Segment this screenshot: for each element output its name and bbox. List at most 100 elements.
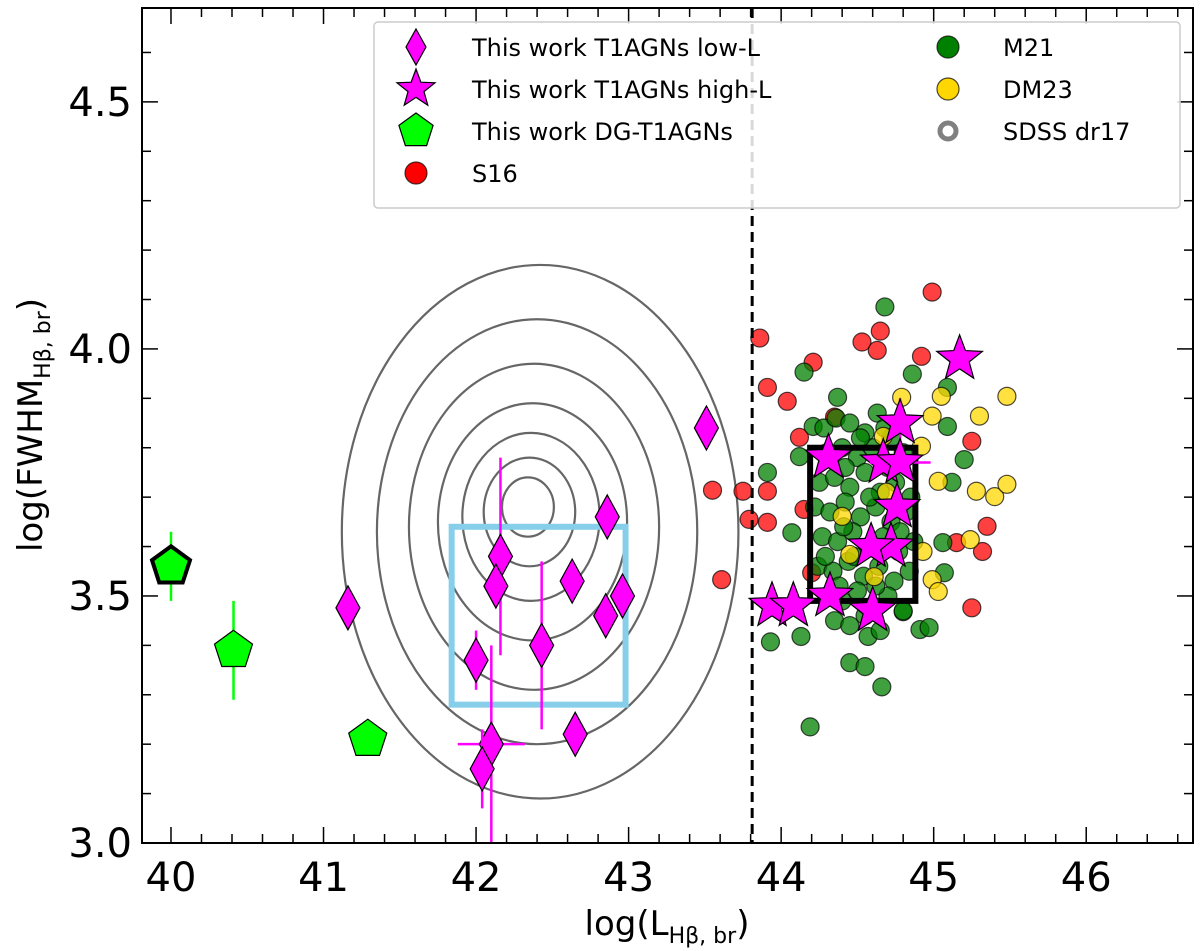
sdss-contour-line — [500, 476, 555, 538]
legend-box — [373, 21, 1181, 209]
sdss-contour-line — [482, 456, 577, 568]
legend-label: This work T1AGNs high-L — [471, 76, 772, 104]
s16-point — [922, 282, 942, 302]
dm23-point — [864, 567, 884, 587]
x-tick-label: 42 — [451, 855, 502, 901]
dm23-point — [969, 406, 990, 426]
dm23-point — [922, 406, 942, 426]
legend-label: M21 — [1003, 34, 1054, 62]
m21-point — [760, 632, 781, 652]
high-l-star-point — [875, 397, 925, 444]
m21-point — [860, 487, 880, 507]
low-l-diamond-point — [463, 636, 489, 684]
x-tick-label: 44 — [756, 855, 807, 901]
high-l-star-point — [805, 570, 855, 617]
s16-point — [712, 570, 732, 590]
low-l-region-box — [448, 523, 629, 708]
legend-marker-ring — [937, 120, 959, 142]
s16-point — [757, 377, 778, 398]
sdss-contour-line — [407, 362, 661, 691]
legend-marker-circle — [936, 35, 960, 59]
s16-point — [757, 481, 778, 501]
m21-point — [782, 523, 802, 543]
m21-point — [827, 387, 848, 407]
m21-point — [800, 717, 820, 737]
low-l-diamond-point — [562, 711, 588, 758]
x-tick-label: 46 — [1061, 855, 1112, 901]
x-tick-label: 41 — [298, 855, 349, 901]
low-l-diamond-point — [593, 592, 619, 639]
s16-point — [750, 328, 770, 348]
s16-point — [870, 321, 890, 341]
high-l-star-point — [768, 580, 818, 627]
x-axis-label: log(LHβ, br) — [585, 904, 750, 949]
dm23-point — [985, 487, 1005, 507]
s16-point — [757, 512, 778, 532]
x-tick-labels: 40 41 42 43 44 45 46 — [146, 855, 1112, 901]
legend-marker-pentagon — [398, 112, 434, 147]
dm23-point — [928, 581, 948, 602]
legend-label: S16 — [472, 160, 518, 188]
legend-label: DM23 — [1003, 76, 1073, 104]
dm23-point — [997, 474, 1017, 494]
m21-point — [794, 362, 814, 382]
low-l-diamond-point — [469, 745, 495, 793]
m21-point — [919, 617, 939, 638]
s16-point — [852, 332, 872, 352]
dm23-point — [840, 544, 860, 565]
axis-ticks — [142, 8, 1193, 844]
dg-pentagon-point — [149, 543, 193, 585]
m21-point — [791, 626, 811, 647]
m21-point — [815, 546, 835, 567]
plot-marks — [149, 8, 1017, 843]
sdss-contour-line — [340, 263, 740, 800]
s16-point — [962, 431, 982, 451]
dm23-point — [832, 506, 852, 527]
high-l-star-point — [848, 585, 898, 632]
s16-point — [789, 427, 810, 447]
y-tick-labels: 3.0 3.5 4.0 4.5 — [68, 80, 132, 867]
m21-point — [937, 416, 958, 437]
legend-marker-circle — [404, 161, 428, 185]
dg-pentagon-point — [213, 629, 254, 668]
low-l-diamond-point — [335, 584, 361, 632]
dm23-point — [997, 386, 1017, 406]
m21-point — [954, 449, 974, 470]
x-tick-label: 43 — [603, 855, 654, 901]
m21-point — [902, 364, 922, 384]
legend-marker-star — [395, 67, 437, 107]
dm23-point — [931, 386, 951, 406]
m21-point — [850, 428, 871, 448]
s16-point — [702, 480, 723, 500]
y-tick-label: 3.0 — [68, 821, 132, 867]
high-l-star-point — [935, 333, 985, 380]
s16-point — [977, 516, 997, 536]
low-l-diamond-point — [693, 404, 720, 452]
low-l-diamond-point — [528, 622, 555, 669]
legend-marker-diamond — [405, 27, 427, 67]
low-l-diamond-point — [609, 572, 636, 620]
s16-point — [911, 346, 932, 366]
x-tick-label: 40 — [146, 855, 197, 901]
legend-label: This work DG-T1AGNs — [471, 118, 733, 146]
s16-point — [777, 391, 797, 411]
high-l-star-point — [803, 431, 853, 479]
dm23-point — [966, 481, 986, 501]
legend-marker-circle — [936, 77, 960, 101]
y-axis-label: log(FWHMHβ, br) — [11, 298, 56, 552]
s16-point — [962, 598, 982, 618]
low-l-diamond-point — [594, 493, 620, 541]
s16-point — [867, 340, 887, 360]
y-tick-label: 4.0 — [68, 327, 132, 373]
y-tick-label: 3.5 — [68, 574, 132, 620]
dm23-point — [928, 471, 948, 491]
m21-point — [847, 581, 868, 601]
high-l-star-point — [875, 436, 925, 484]
legend: This work T1AGNs low-L This work T1AGNs h… — [373, 21, 1181, 209]
high-l-star-point — [872, 481, 922, 528]
high-l-star-point — [846, 520, 896, 568]
m21-point — [893, 601, 913, 621]
low-l-diamond-point — [559, 557, 585, 605]
m21-point — [840, 413, 860, 433]
high-l-region-box — [807, 444, 919, 604]
